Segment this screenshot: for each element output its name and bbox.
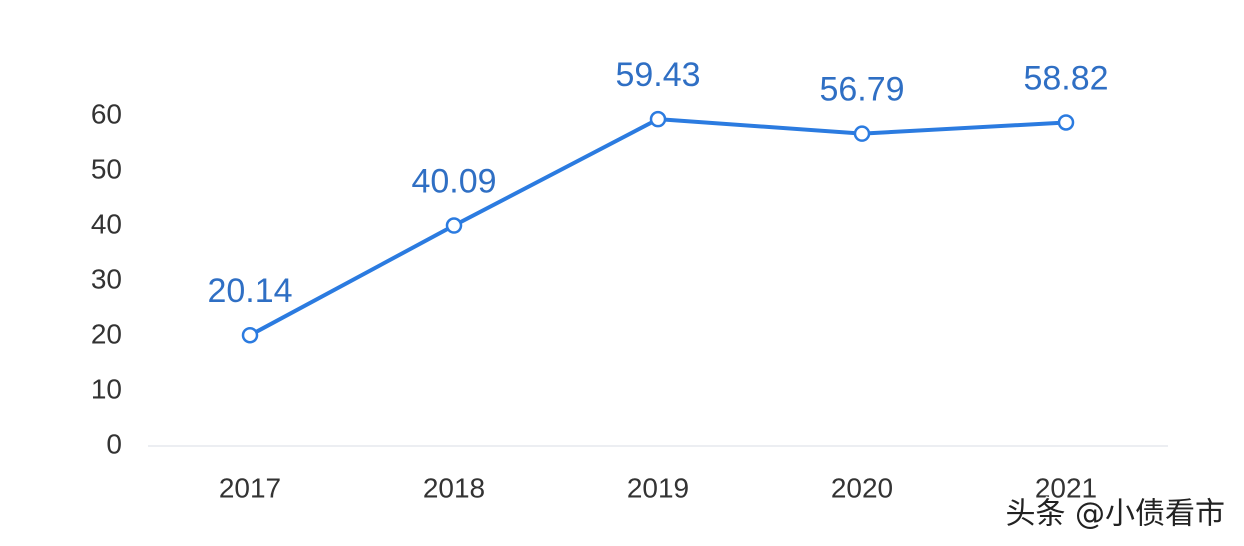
value-label: 58.82 [1023, 59, 1108, 97]
value-label: 56.79 [819, 71, 904, 109]
x-tick-label: 2019 [627, 472, 689, 503]
y-tick-label: 40 [91, 208, 122, 239]
y-tick-label: 30 [91, 263, 122, 294]
y-tick-label: 10 [91, 373, 122, 404]
value-label: 40.09 [411, 162, 496, 200]
x-tick-label: 2021 [1035, 472, 1097, 503]
point [853, 125, 871, 142]
y-tick-label: 20 [91, 318, 122, 349]
y-tick-label: 0 [106, 428, 122, 459]
y-tick-label: 50 [91, 153, 122, 184]
value-label: 59.43 [615, 56, 700, 94]
point [1057, 114, 1075, 131]
x-tick-label: 2017 [219, 472, 281, 503]
x-tick-label: 2018 [423, 472, 485, 503]
point [241, 326, 259, 344]
line [249, 117, 1067, 337]
watermark: 头条 @小债看市 [1005, 497, 1225, 532]
y-tick-label: 60 [91, 98, 122, 129]
point [445, 217, 463, 234]
x-tick-label: 2020 [831, 472, 893, 503]
value-label: 20.14 [207, 272, 292, 310]
point [649, 110, 667, 128]
